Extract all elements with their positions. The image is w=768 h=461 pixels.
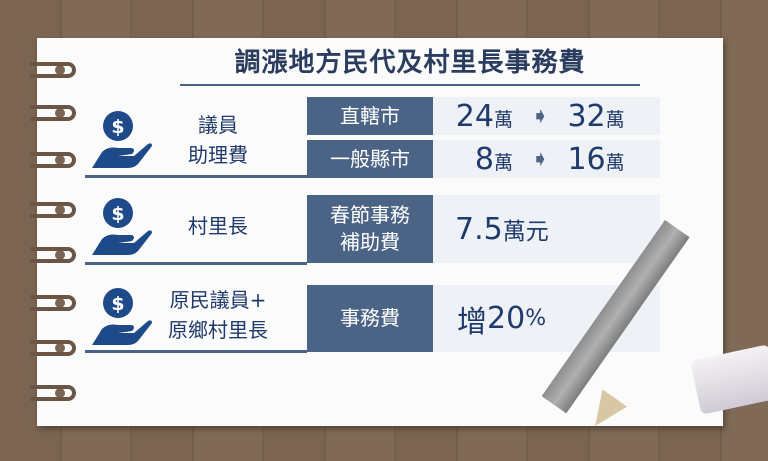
to-value: 32 (567, 98, 606, 134)
ring-hole (55, 250, 65, 260)
svg-text:$: $ (111, 116, 124, 138)
unit: 萬 (605, 151, 625, 174)
value-box: 7.5 萬元 (433, 195, 660, 263)
ring-hole (55, 388, 65, 398)
row-label-councilor-assistant: 議員 助理費 (143, 110, 293, 170)
value-prefix: 增 (457, 304, 487, 340)
unit: 萬 (605, 108, 625, 131)
row-underline (85, 175, 307, 178)
value: 20 (487, 301, 526, 336)
ring-hole (55, 65, 65, 75)
category-line: 補助費 (340, 230, 400, 254)
label-line: 原鄉村里長 (168, 318, 268, 342)
row-underline (85, 350, 307, 353)
unit: 萬 (493, 151, 513, 174)
category-line: 春節事務 (330, 203, 410, 227)
to-value: 16 (567, 141, 606, 177)
ring-hole (55, 108, 65, 118)
ring-hole (55, 205, 65, 215)
category-box: 春節事務 補助費 (307, 195, 433, 263)
svg-text:$: $ (111, 293, 124, 315)
ring-icon (30, 202, 76, 218)
unit: 萬 (493, 108, 513, 131)
ring-icon (30, 295, 76, 311)
row-label-indigenous: 原民議員+ 原鄉村里長 (143, 285, 293, 345)
category-box: 直轄市 (307, 97, 433, 135)
arrow-right-icon: ➧ (531, 146, 550, 172)
value: 7.5 (455, 211, 503, 247)
category-box: 一般縣市 (307, 140, 433, 178)
ring-icon (30, 105, 76, 121)
unit: 萬元 (502, 219, 549, 245)
ring-icon (30, 247, 76, 263)
from-value: 24 (455, 98, 494, 134)
money-hand-icon: $ (88, 195, 154, 261)
svg-text:$: $ (111, 203, 124, 225)
from-value: 8 (474, 141, 494, 177)
ring-hole (55, 298, 65, 308)
money-hand-icon: $ (88, 108, 154, 174)
row-underline (85, 262, 307, 265)
ring-hole (55, 155, 65, 165)
arrow-right-icon: ➧ (531, 103, 550, 129)
value-box: 24萬 ➧ 32萬 (433, 97, 660, 135)
title-underline (180, 84, 640, 86)
label-line: 村里長 (188, 214, 248, 238)
ring-hole (55, 343, 65, 353)
ring-icon (30, 385, 76, 401)
ring-icon (30, 62, 76, 78)
ring-icon (30, 152, 76, 168)
row-label-village-chief: 村里長 (143, 211, 293, 241)
money-hand-icon: $ (88, 285, 154, 351)
unit: % (525, 306, 547, 331)
category-box: 事務費 (307, 285, 433, 352)
page-title: 調漲地方民代及村里長事務費 (234, 48, 586, 78)
value-box: 8萬 ➧ 16萬 (433, 140, 660, 178)
ring-icon (30, 340, 76, 356)
label-line: 原民議員+ (169, 288, 267, 312)
label-line: 助理費 (188, 143, 248, 167)
label-line: 議員 (198, 113, 238, 137)
